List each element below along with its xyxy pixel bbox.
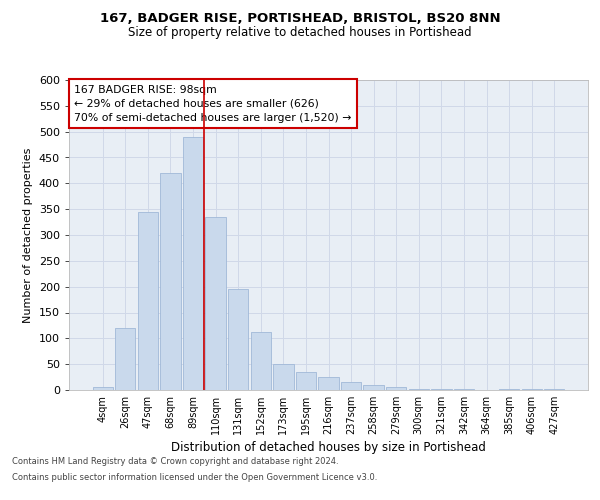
Bar [138,212,158,390]
Bar [319,376,338,390]
Text: Size of property relative to detached houses in Portishead: Size of property relative to detached ho… [128,26,472,39]
Bar [228,289,248,390]
Text: Contains HM Land Registry data © Crown copyright and database right 2024.: Contains HM Land Registry data © Crown c… [12,458,338,466]
Bar [409,389,429,390]
Y-axis label: Number of detached properties: Number of detached properties [23,148,33,322]
Bar [499,389,519,390]
Bar [296,372,316,390]
Bar [386,387,406,390]
Bar [364,386,384,390]
Bar [205,217,226,390]
Bar [273,364,293,390]
Bar [251,332,271,390]
Bar [160,173,181,390]
Bar [183,137,203,390]
Bar [341,382,361,390]
Text: 167 BADGER RISE: 98sqm
← 29% of detached houses are smaller (626)
70% of semi-de: 167 BADGER RISE: 98sqm ← 29% of detached… [74,84,352,122]
Bar [92,388,113,390]
X-axis label: Distribution of detached houses by size in Portishead: Distribution of detached houses by size … [171,441,486,454]
Bar [115,328,136,390]
Text: 167, BADGER RISE, PORTISHEAD, BRISTOL, BS20 8NN: 167, BADGER RISE, PORTISHEAD, BRISTOL, B… [100,12,500,26]
Text: Contains public sector information licensed under the Open Government Licence v3: Contains public sector information licen… [12,472,377,482]
